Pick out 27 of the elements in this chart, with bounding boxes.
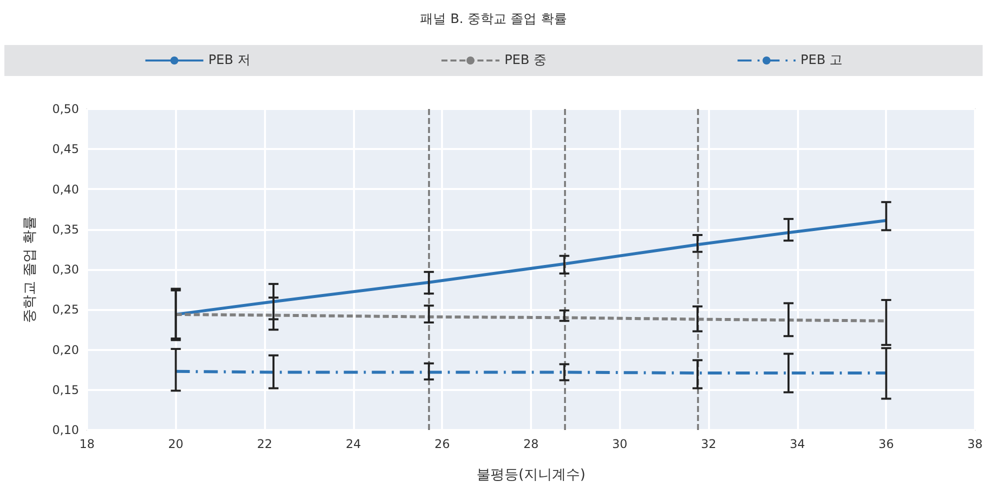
y-tick-label: 0,50 [52,102,79,116]
x-tick-label: 20 [168,437,184,451]
y-tick-label: 0,40 [52,182,79,196]
x-tick-label: 24 [346,437,362,451]
x-tick-label: 38 [967,437,983,451]
y-tick-label: 0,30 [52,262,79,276]
x-axis-title: 불평등(지니계수) [476,467,586,483]
legend-label: PEB 저 [208,53,250,68]
y-axis-title: 중학교 졸업 확률 [22,216,38,323]
x-tick-label: 30 [612,437,628,451]
legend-label: PEB 고 [800,53,843,68]
x-tick-label: 22 [256,437,272,451]
x-tick-label: 36 [878,437,894,451]
x-tick-label: 18 [79,437,95,451]
line-series [174,219,888,316]
y-tick-label: 0,10 [52,423,79,437]
x-tick-label: 34 [790,437,806,451]
x-tick-label: 28 [523,437,539,451]
x-tick-label: 26 [434,437,450,451]
y-tick-label: 0,35 [52,222,79,236]
y-tick-label: 0,45 [52,142,79,156]
chart-title: 패널 B. 중학교 졸업 확률 [420,12,567,27]
y-tick-label: 0,15 [52,382,79,397]
x-tick-label: 32 [700,437,716,451]
y-tick-label: 0,25 [52,302,79,317]
y-tick-label: 0,20 [52,342,79,357]
legend-label: PEB 중 [504,53,547,68]
